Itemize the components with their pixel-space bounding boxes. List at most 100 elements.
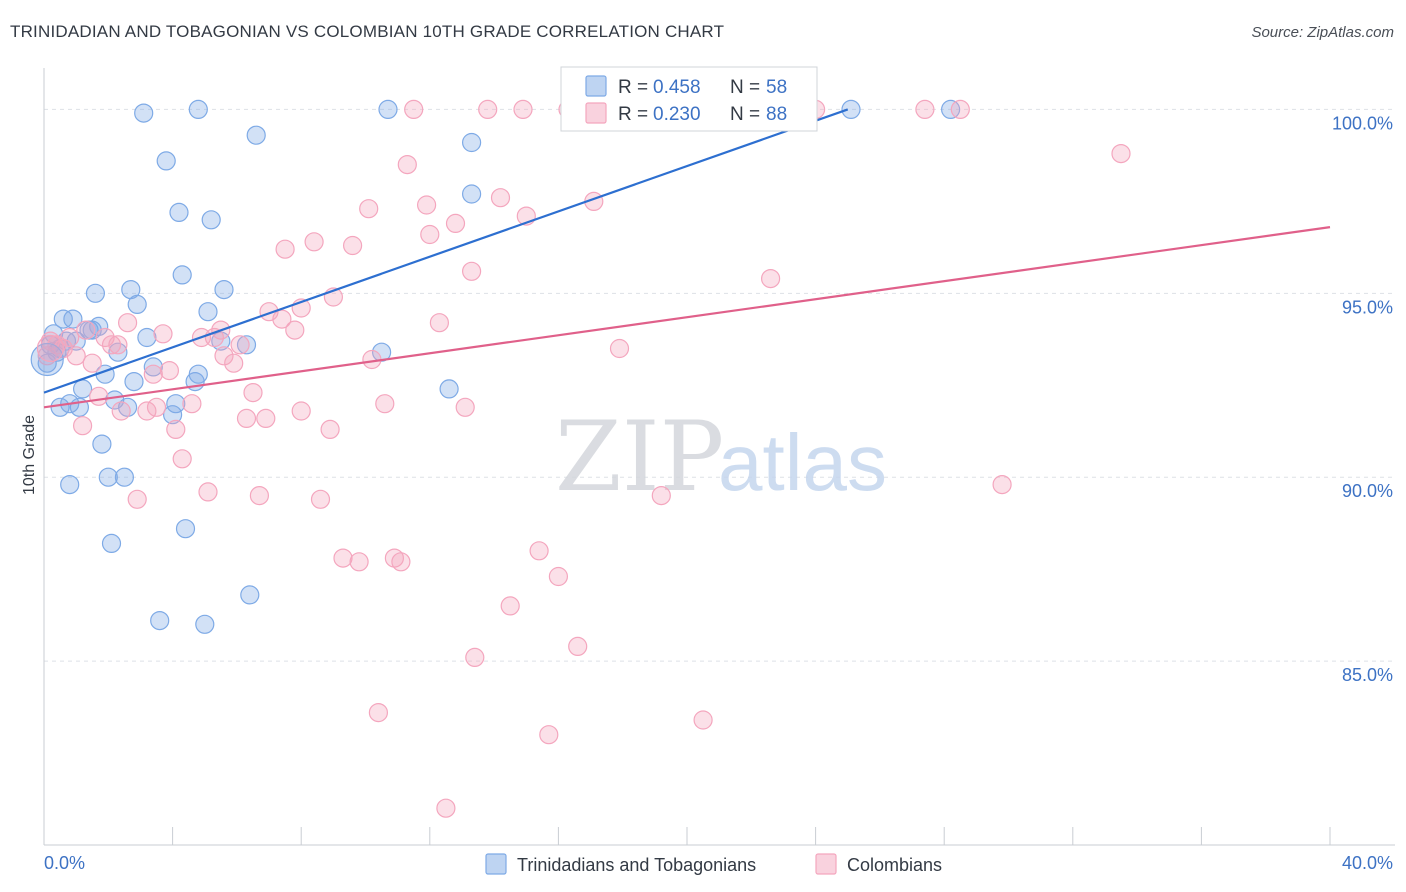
point-colombian: [420, 224, 440, 245]
point-trinidad: [108, 342, 128, 362]
point-trinidad: [98, 467, 118, 487]
point-colombian: [609, 338, 630, 359]
point-colombian: [760, 269, 781, 289]
point-trinidad: [211, 331, 231, 351]
stats-n-label-colombian: N =: [730, 104, 760, 125]
point-colombian: [111, 401, 131, 421]
y-tick-label: 100.0%: [1332, 113, 1393, 133]
point-cluster-colombian: [36, 334, 65, 363]
point-colombian: [1111, 144, 1131, 164]
point-colombian: [651, 486, 671, 506]
point-trinidad: [462, 184, 482, 204]
point-trinidad: [114, 467, 135, 487]
point-colombian: [72, 416, 93, 436]
stats-swatch-colombian: [585, 102, 607, 124]
y-tick-label: 95.0%: [1342, 297, 1393, 317]
point-colombian: [146, 397, 167, 417]
stats-n-value-trinidad: 58: [766, 77, 787, 98]
legend-swatch-colombian: [815, 853, 837, 875]
point-trinidad: [462, 132, 482, 153]
point-colombian: [82, 353, 102, 373]
point-colombian: [500, 596, 520, 616]
point-colombian: [391, 552, 411, 572]
point-trinidad: [163, 405, 183, 425]
stats-r-value-colombian: 0.230: [653, 104, 701, 125]
point-colombian: [182, 394, 202, 414]
point-colombian: [490, 188, 511, 208]
y-tick-label: 90.0%: [1342, 481, 1393, 501]
source-credit: Source: ZipAtlas.com: [1251, 24, 1394, 41]
point-trinidad: [240, 585, 260, 605]
x-tick-left: 0.0%: [44, 853, 85, 873]
stats-r-label-trinidad: R =: [618, 77, 648, 98]
point-colombian: [455, 397, 475, 417]
point-colombian: [214, 346, 234, 366]
point-colombian: [159, 361, 179, 381]
y-axis-title: 10th Grade: [21, 415, 38, 495]
stats-r-value-trinidad: 0.458: [653, 77, 701, 98]
point-trinidad: [201, 210, 221, 230]
axes: [43, 68, 1395, 846]
trend-lines: [43, 108, 1331, 409]
point-colombian: [693, 710, 713, 730]
point-colombian: [76, 320, 96, 340]
stats-legend: R = 0.458 N = 58 R = 0.230 N = 88: [560, 66, 818, 132]
legend-label-trinidad: Trinidadians and Tobagonians: [517, 855, 756, 875]
legend-swatch-trinidad: [485, 853, 507, 875]
point-trinidad: [47, 342, 67, 362]
point-colombian: [256, 408, 276, 428]
point-trinidad: [101, 533, 122, 554]
point-colombian: [137, 401, 157, 421]
point-colombian: [436, 798, 456, 818]
point-colombian: [37, 346, 57, 366]
point-colombian: [404, 99, 424, 120]
point-colombian: [117, 313, 138, 333]
point-colombian: [529, 541, 549, 561]
point-colombian: [249, 486, 269, 506]
point-trinidad: [439, 379, 459, 399]
point-colombian: [368, 702, 388, 723]
point-colombian: [66, 346, 86, 366]
chart-title: TRINIDADIAN AND TOBAGONIAN VS COLOMBIAN …: [10, 22, 725, 41]
trend-line-trinidad: [43, 108, 849, 394]
point-colombian: [275, 239, 295, 259]
point-colombian: [230, 335, 250, 355]
y-tick-label: 85.0%: [1342, 665, 1393, 685]
point-colombian: [172, 449, 192, 469]
point-trinidad: [134, 103, 154, 123]
point-trinidad: [172, 265, 192, 285]
point-trinidad: [940, 99, 961, 120]
point-trinidad: [143, 357, 163, 377]
point-colombian: [359, 199, 379, 219]
trend-line-colombian: [43, 226, 1331, 409]
point-colombian: [992, 475, 1012, 495]
point-trinidad: [198, 302, 218, 322]
point-colombian: [224, 353, 244, 373]
point-colombian: [101, 335, 122, 355]
legend-label-colombian: Colombians: [847, 855, 942, 875]
point-colombian: [950, 99, 970, 120]
point-colombian: [539, 725, 559, 745]
point-trinidad: [92, 434, 112, 454]
point-colombian: [333, 548, 353, 568]
point-colombian: [272, 309, 292, 329]
point-colombian: [465, 647, 485, 668]
point-trinidad: [236, 335, 257, 355]
point-colombian: [310, 489, 331, 509]
point-colombian: [127, 489, 147, 509]
point-colombian: [445, 213, 466, 233]
stats-swatch-trinidad: [585, 75, 607, 97]
point-colombian: [60, 327, 80, 348]
point-colombian: [304, 232, 324, 252]
point-trinidad: [117, 397, 138, 417]
point-colombian: [397, 155, 417, 175]
point-colombian: [417, 195, 437, 215]
point-colombian: [285, 320, 305, 340]
point-trinidad: [156, 151, 176, 171]
stats-n-value-colombian: 88: [766, 104, 787, 125]
point-colombian: [429, 313, 449, 333]
point-colombian: [915, 99, 935, 120]
point-colombian: [243, 383, 263, 403]
point-colombian: [291, 401, 311, 421]
